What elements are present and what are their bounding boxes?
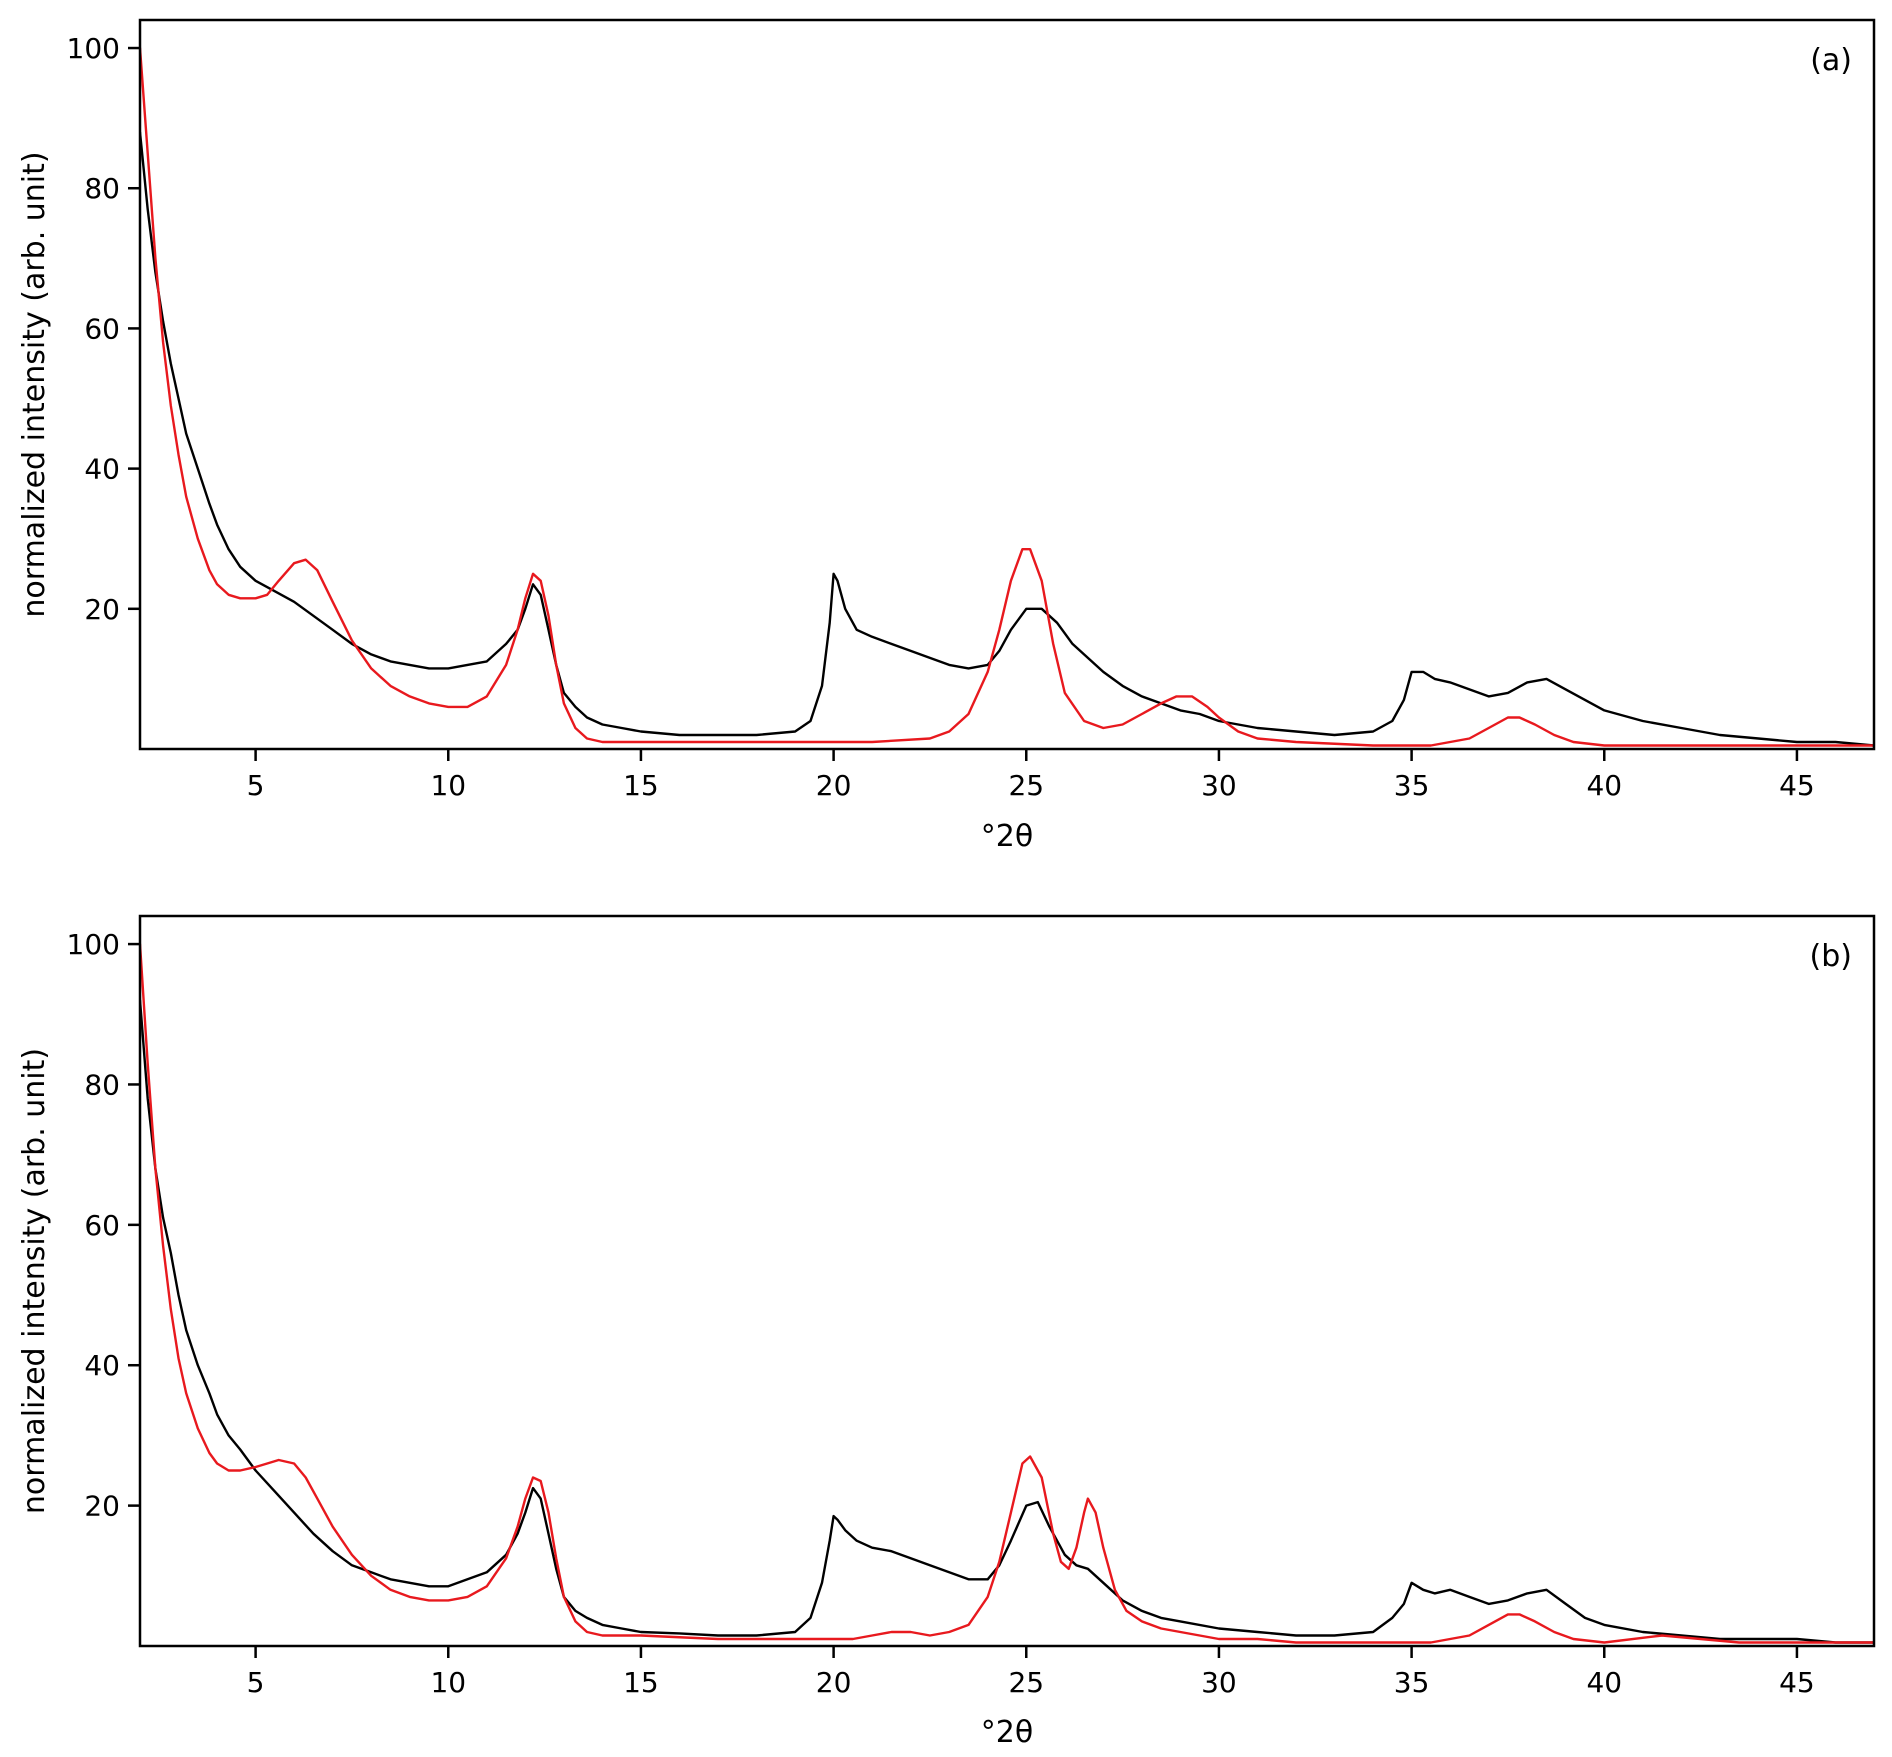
x-tick-label: 5 <box>247 1666 265 1699</box>
x-tick-label: 40 <box>1586 769 1622 802</box>
plot-frame <box>138 914 1876 1648</box>
y-tick-label: 100 <box>67 32 120 65</box>
y-tick-label: 20 <box>84 593 120 626</box>
y-tick-label: 20 <box>84 1490 120 1523</box>
x-tick-label: 30 <box>1201 769 1237 802</box>
x-tick-label: 25 <box>1008 769 1044 802</box>
series-group <box>140 46 1874 747</box>
x-tick-label: 5 <box>247 769 265 802</box>
x-tick-label: 45 <box>1779 1666 1815 1699</box>
series-line-red <box>140 46 1874 747</box>
y-axis-title: normalized intensity (arb. unit) <box>17 1048 52 1514</box>
y-axis-title: normalized intensity (arb. unit) <box>17 151 52 617</box>
y-tick-label: 80 <box>84 172 120 205</box>
x-tick-label: 20 <box>816 769 852 802</box>
y-tick-label: 40 <box>84 453 120 486</box>
x-tick-label: 10 <box>430 1666 466 1699</box>
y-tick-label: 80 <box>84 1068 120 1101</box>
series-line-black <box>140 999 1874 1644</box>
x-tick-label: 30 <box>1201 1666 1237 1699</box>
x-axis-title: °2θ <box>981 1715 1033 1750</box>
x-tick-label: 10 <box>430 769 466 802</box>
series-group <box>140 942 1874 1644</box>
y-tick-label: 60 <box>84 1209 120 1242</box>
x-tick-label: 20 <box>816 1666 852 1699</box>
series-line-black <box>140 131 1874 747</box>
y-tick-label: 40 <box>84 1349 120 1382</box>
y-tick-label: 100 <box>67 928 120 961</box>
x-tick-label: 15 <box>623 769 659 802</box>
x-tick-label: 35 <box>1394 769 1430 802</box>
panel-label: (b) <box>1810 939 1852 974</box>
x-tick-label: 45 <box>1779 769 1815 802</box>
plot-frame <box>138 18 1876 751</box>
x-tick-label: 40 <box>1586 1666 1622 1699</box>
chart-panel-a: 5 10 15 20 25 30 35 40 45 20 40 60 80 100 °2θ normalize… <box>17 18 1876 854</box>
x-tick-label: 15 <box>623 1666 659 1699</box>
x-tick-label: 25 <box>1008 1666 1044 1699</box>
x-tick-label: 35 <box>1394 1666 1430 1699</box>
y-tick-label: 60 <box>84 312 120 345</box>
series-line-red <box>140 942 1874 1644</box>
x-axis-title: °2θ <box>981 819 1033 854</box>
panel-label: (a) <box>1810 43 1852 78</box>
chart-panel-b: 5 10 15 20 25 30 35 40 45 20 40 60 80 100 °2θ normalize… <box>17 914 1876 1750</box>
